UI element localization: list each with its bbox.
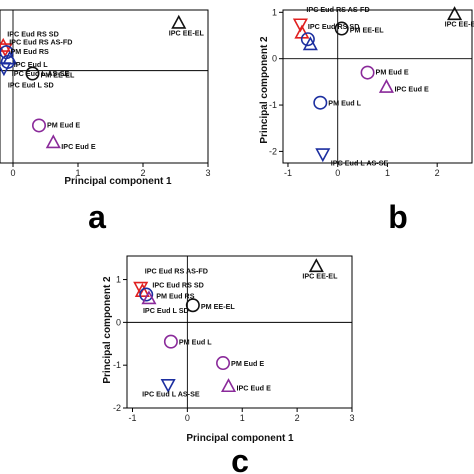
x-tick-label: 0 [10, 168, 15, 178]
y-tick-label: -1 [113, 360, 121, 370]
data-point-triangle-up [220, 378, 237, 393]
data-point-label: IPC EE-EL [445, 20, 474, 29]
plot-frame [282, 9, 473, 164]
data-point-label: IPC Eud RS SD [152, 281, 204, 290]
data-point-label: PM EE-EL [350, 26, 385, 35]
data-point-label: PM Eud E [231, 359, 264, 368]
data-point-label: PM EE-EL [201, 302, 236, 311]
x-tick-label: 0 [185, 413, 190, 423]
data-point-circle [300, 32, 315, 47]
data-point-label: PM Eud L [179, 338, 212, 347]
data-point-triangle-up [171, 14, 187, 29]
data-point-label: IPC Eud RS AS-FD [9, 38, 72, 47]
panel-letter: a [88, 199, 106, 235]
y-tick-label: 1 [116, 275, 121, 285]
data-point-label: IPC Eud L SD [143, 306, 189, 315]
y-tick-label: 1 [272, 7, 277, 17]
chart-panel-a: 0 1 2 3 Principal component 1 a IPC EE-EL IPC E… [0, 9, 211, 235]
data-point-triangle-up [302, 36, 318, 51]
plot-frame [0, 9, 209, 164]
x-tick-label: 3 [205, 168, 210, 178]
data-point-label: PM Eud RS [156, 292, 195, 301]
data-point-triangle-up [308, 258, 324, 273]
data-point-circle [163, 334, 178, 349]
plot-frame [126, 255, 353, 409]
data-point-label: IPC EE-EL [302, 272, 338, 281]
x-tick-label: 0 [335, 168, 340, 178]
data-point-triangle-down [292, 18, 308, 33]
x-axis-title: Principal component 1 [186, 433, 294, 444]
data-point-label: IPC Eud E [394, 84, 429, 93]
data-point-circle [25, 66, 40, 81]
x-tick-label: 1 [385, 168, 390, 178]
x-tick-label: -1 [284, 168, 292, 178]
data-point-triangle-up [447, 6, 463, 21]
data-point-triangle-up [378, 78, 394, 93]
y-axis-title: Principal component 2 [259, 36, 270, 144]
x-tick-label: 2 [435, 168, 440, 178]
x-tick-label: 1 [240, 413, 245, 423]
y-axis-title: Principal component 2 [102, 276, 113, 384]
data-point-circle [31, 118, 46, 133]
data-point-circle [334, 21, 349, 36]
data-point-circle [313, 95, 328, 110]
data-point-triangle-up [45, 134, 61, 149]
x-tick-label: 2 [295, 413, 300, 423]
y-tick-label: -1 [269, 100, 277, 110]
y-tick-label: 0 [116, 317, 121, 327]
data-point-label: IPC Eud RS AS-FD [145, 266, 208, 275]
data-point-triangle-up [141, 290, 157, 305]
data-point-label: IPC Eud E [61, 142, 96, 151]
data-point-triangle-down [315, 148, 331, 163]
y-tick-label: -2 [113, 403, 121, 413]
y-tick-label: -2 [269, 146, 277, 156]
data-point-label: IPC Eud RS AS-FD [306, 5, 369, 14]
data-point-triangle-up [134, 283, 150, 297]
data-point-circle [360, 65, 375, 80]
data-point-label: PM Eud L [328, 99, 361, 108]
data-point-label: IPC Eud L [14, 60, 49, 69]
data-point-label: IPC Eud E [237, 384, 272, 393]
data-point-label: IPC Eud L AS-SE [12, 69, 70, 78]
chart-panel-b: -1 0 1 2 1 0 -1 -2 Principal component 2 b IPC EE-… [259, 5, 474, 235]
data-point-label: PM Eud RS [11, 47, 50, 56]
data-point-triangle-down [0, 43, 13, 58]
data-point-label: IPC Eud RS SD [308, 22, 360, 31]
x-tick-label: 1 [75, 168, 80, 178]
y-tick-label: 0 [272, 54, 277, 64]
data-point-label: IPC Eud RS SD [7, 29, 59, 38]
data-point-circle [185, 298, 200, 313]
data-point-label: IPC Eud L AS-SE [331, 159, 389, 168]
x-tick-label: -1 [128, 413, 136, 423]
chart-panel-c: -1 0 1 2 3 1 0 -1 -2 Principal component 1 Princip… [102, 255, 355, 474]
data-point-label: PM EE-EL [41, 71, 76, 80]
data-point-label: PM Eud E [47, 120, 80, 129]
panel-letter: c [231, 443, 249, 474]
x-tick-label: 2 [140, 168, 145, 178]
data-point-label: IPC EE-EL [169, 28, 205, 37]
data-point-label: IPC Eud L AS-SE [142, 389, 200, 398]
data-point-label: IPC Eud L SD [8, 81, 54, 90]
x-tick-label: 3 [349, 413, 354, 423]
data-point-triangle-down [0, 62, 12, 77]
data-point-triangle-down [160, 379, 176, 393]
x-axis-title: Principal component 1 [64, 176, 172, 187]
data-point-label: PM Eud E [376, 68, 409, 77]
data-point-circle [139, 287, 154, 302]
panel-letter: b [388, 199, 408, 235]
data-point-circle [216, 356, 231, 371]
